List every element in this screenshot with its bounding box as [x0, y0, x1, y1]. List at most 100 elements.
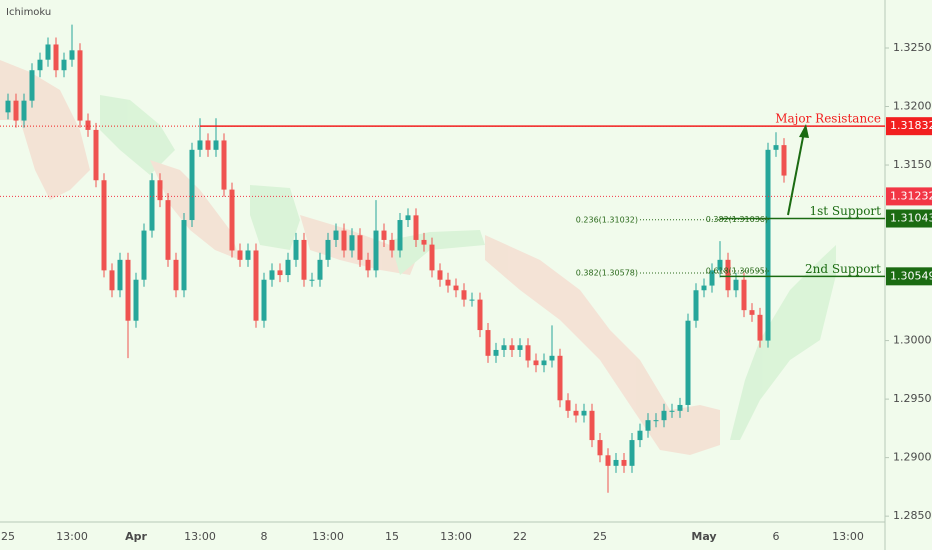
level-box: [886, 117, 932, 136]
x-tick-label: 25: [1, 530, 15, 543]
candle-body: [469, 299, 475, 301]
y-tick-label: 1.32000: [893, 100, 932, 113]
candle-body: [749, 310, 755, 315]
candle-body: [269, 270, 275, 280]
candle-body: [581, 410, 587, 416]
candle-body: [261, 279, 267, 321]
candle-body: [237, 250, 243, 260]
candle-body: [293, 239, 299, 260]
candle-body: [461, 290, 467, 300]
candle-body: [493, 349, 499, 356]
candle-body: [477, 299, 483, 331]
candle-body: [413, 215, 419, 240]
candle-body: [277, 270, 283, 276]
candle-body: [253, 250, 259, 321]
candle-body: [37, 59, 43, 71]
x-tick-label: 25: [593, 530, 607, 543]
x-tick-label: 13:00: [440, 530, 472, 543]
candle-body: [485, 330, 491, 356]
candle-body: [501, 345, 507, 350]
y-tick-label: 1.28500: [893, 509, 932, 522]
fib-label: 0.382(1.31036): [706, 215, 768, 224]
candle-body: [205, 140, 211, 150]
candle-body: [333, 230, 339, 240]
y-tick-label: 1.30000: [893, 334, 932, 347]
candle-body: [213, 140, 219, 150]
candle-body: [341, 230, 347, 251]
candle-body: [669, 410, 675, 412]
candle-body: [613, 459, 619, 466]
candle-body: [221, 140, 227, 190]
candle-body: [509, 345, 515, 350]
candle-body: [421, 239, 427, 245]
arrow-shaft: [787, 131, 805, 216]
candle-body: [69, 50, 75, 60]
candle-body: [5, 100, 11, 113]
candle-body: [149, 180, 155, 231]
candle-body: [285, 259, 291, 276]
candle-body: [429, 244, 435, 271]
y-tick-label: 1.32500: [893, 41, 932, 54]
candle-body: [757, 314, 763, 341]
candle-body: [517, 345, 523, 350]
candle-body: [653, 420, 659, 422]
candle-body: [357, 235, 363, 260]
candle-body: [301, 239, 307, 280]
cloud-bullish: [250, 185, 300, 250]
candle-body: [701, 285, 707, 291]
candle-body: [709, 270, 715, 286]
candle-body: [717, 259, 723, 271]
candle-body: [101, 180, 107, 271]
arrow-head: [799, 124, 809, 138]
candle-body: [725, 259, 731, 291]
candle-body: [125, 259, 131, 321]
x-tick-label: 8: [261, 530, 268, 543]
candle-body: [445, 279, 451, 286]
candle-body: [29, 70, 35, 101]
candle-body: [453, 285, 459, 291]
candle-body: [437, 270, 443, 280]
candle-body: [173, 259, 179, 291]
x-tick-label: 15: [385, 530, 399, 543]
candle-body: [93, 129, 99, 181]
candle-body: [309, 279, 315, 281]
indicator-label: Ichimoku: [6, 7, 51, 18]
candle-body: [317, 259, 323, 280]
level-box: [886, 267, 932, 286]
candle-body: [605, 455, 611, 466]
y-tick-label: 1.31500: [893, 158, 932, 171]
ichimoku-cloud: [0, 60, 836, 455]
candle-body: [565, 400, 571, 411]
candle-body: [45, 44, 51, 60]
level-name: Major Resistance: [775, 112, 881, 126]
x-tick-label: 13:00: [56, 530, 88, 543]
x-tick-label: 13:00: [184, 530, 216, 543]
y-tick-label: 1.29500: [893, 392, 932, 405]
current-price-box: [886, 187, 932, 206]
candle-body: [661, 410, 667, 421]
candle-body: [677, 404, 683, 411]
candle-body: [21, 100, 27, 121]
candle-body: [157, 180, 163, 201]
x-tick-label: 22: [513, 530, 527, 543]
cloud-bullish: [730, 245, 836, 440]
candle-body: [573, 410, 579, 416]
x-tick-label: May: [691, 530, 716, 543]
fib-label: 0.236(1.31032): [576, 215, 638, 224]
candle-body: [389, 239, 395, 251]
candle-body: [733, 279, 739, 291]
fib-label: 0.382(1.30578): [576, 268, 638, 277]
candle-body: [85, 120, 91, 130]
candle-body: [541, 360, 547, 366]
candle-body: [765, 149, 771, 341]
candle-body: [365, 259, 371, 271]
level-name: 1st Support: [809, 204, 881, 218]
fib-label: 0.618(1.30595): [706, 266, 768, 275]
cloud-bearish: [150, 160, 240, 260]
candle-body: [109, 270, 115, 291]
candle-body: [645, 420, 651, 431]
candle-body: [685, 320, 691, 405]
candle-body: [533, 360, 539, 366]
